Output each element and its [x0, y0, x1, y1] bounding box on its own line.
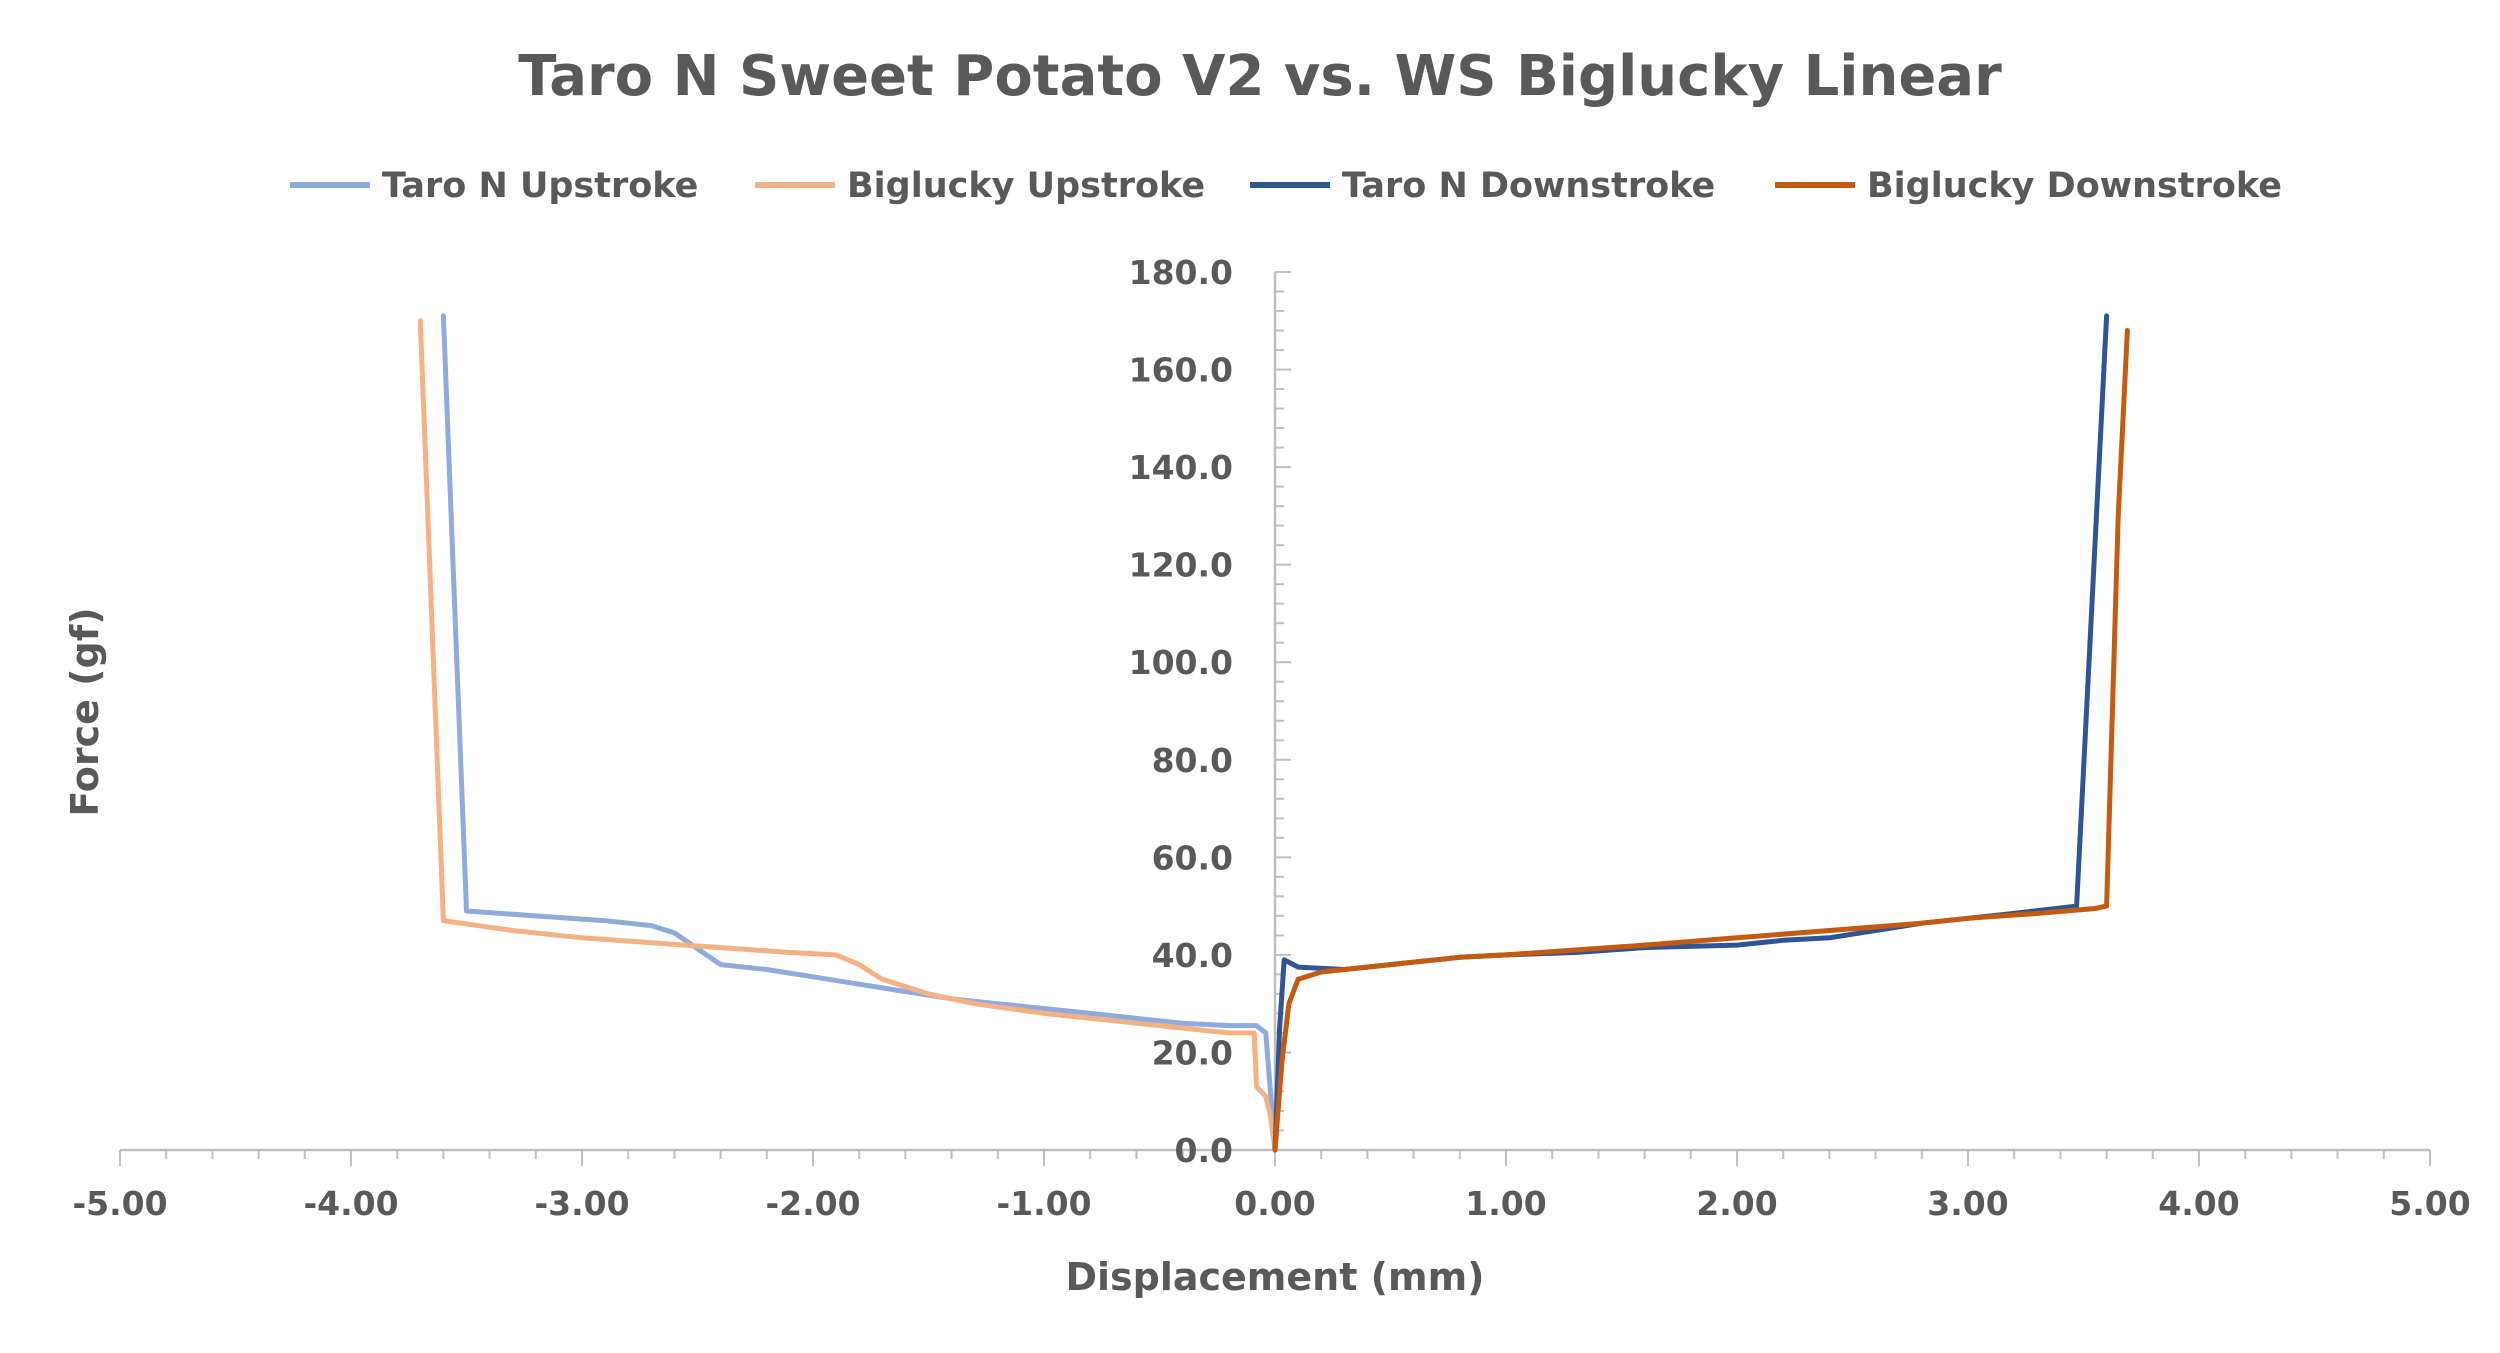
y-tick-label: 20.0: [1152, 1033, 1233, 1072]
legend-label-taro-n-downstroke: Taro N Downstroke: [1342, 166, 1715, 206]
x-tick-label: -5.00: [72, 1184, 167, 1223]
x-axis-label: Displacement (mm): [1065, 1255, 1484, 1299]
y-tick-label: 120.0: [1129, 546, 1233, 585]
series-line-biglucky-downstroke: [1272, 328, 2130, 1153]
y-tick-label: 80.0: [1152, 741, 1233, 780]
y-tick-label: 40.0: [1152, 936, 1233, 975]
y-tick-label: 100.0: [1129, 643, 1233, 682]
x-tick-label: 3.00: [1927, 1184, 2008, 1223]
y-axis-label: Force (gf): [63, 607, 107, 816]
x-tick-label: -1.00: [996, 1184, 1091, 1223]
legend-label-taro-n-upstroke: Taro N Upstroke: [382, 166, 698, 206]
axes: -5.00 -4.00 -3.00 -2.00 -1.00 0.00 1.00 2.00 3.0…: [72, 253, 2470, 1223]
legend-label-biglucky-downstroke: Biglucky Downstroke: [1867, 166, 2282, 206]
y-tick-label: 140.0: [1129, 448, 1233, 487]
x-tick-label: 1.00: [1465, 1184, 1546, 1223]
y-tick-label: 60.0: [1152, 838, 1233, 877]
x-tick-label: -4.00: [303, 1184, 398, 1223]
x-tick-label: 5.00: [2389, 1184, 2470, 1223]
legend: Taro N Upstroke Biglucky Upstroke Taro N D…: [290, 166, 2282, 206]
x-tick-label: -2.00: [765, 1184, 860, 1223]
y-tick-label: 0.0: [1175, 1131, 1233, 1170]
y-tick-label: 180.0: [1129, 253, 1233, 292]
series-line-biglucky-upstroke: [417, 318, 1278, 1153]
series-line-taro-n-downstroke: [1272, 313, 2110, 1153]
x-tick-label: -3.00: [534, 1184, 629, 1223]
x-tick-label: 0.00: [1234, 1184, 1315, 1223]
series-lines: [417, 313, 2130, 1153]
y-tick-label: 160.0: [1129, 351, 1233, 390]
legend-label-biglucky-upstroke: Biglucky Upstroke: [847, 166, 1205, 206]
chart-title: Taro N Sweet Potato V2 vs. WS Biglucky L…: [518, 44, 2002, 109]
x-tick-label: 2.00: [1696, 1184, 1777, 1223]
x-tick-label: 4.00: [2158, 1184, 2239, 1223]
